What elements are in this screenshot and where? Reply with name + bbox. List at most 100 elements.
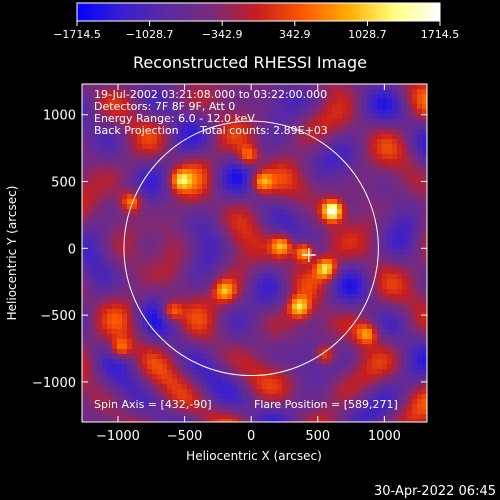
heatmap-cell (352, 284, 358, 290)
heatmap-cell (112, 419, 118, 422)
heatmap-cell (112, 234, 118, 240)
heatmap-cell (347, 244, 353, 250)
heatmap-cell (187, 144, 193, 150)
heatmap-cell (292, 364, 298, 370)
heatmap-cell (327, 244, 333, 250)
heatmap-cell (232, 89, 238, 95)
heatmap-cell (417, 154, 423, 160)
heatmap-cell (302, 389, 308, 395)
heatmap-cell (192, 369, 198, 375)
heatmap-cell (187, 94, 193, 100)
heatmap-cell (242, 394, 248, 400)
heatmap-cell (412, 404, 418, 410)
heatmap-cell (267, 149, 273, 155)
heatmap-cell (277, 389, 283, 395)
heatmap-cell (132, 154, 138, 160)
heatmap-cell (272, 354, 278, 360)
heatmap-cell (177, 119, 183, 125)
heatmap-cell (352, 234, 358, 240)
heatmap-cell (322, 314, 328, 320)
heatmap-cell (147, 209, 153, 215)
heatmap-cell (162, 244, 168, 250)
heatmap-cell (112, 289, 118, 295)
heatmap-cell (127, 164, 133, 170)
heatmap-cell (152, 159, 158, 165)
heatmap-cell (392, 154, 398, 160)
heatmap-cell (287, 129, 293, 135)
heatmap-cell (342, 234, 348, 240)
heatmap-cell (92, 174, 98, 180)
heatmap-cell (182, 174, 188, 180)
heatmap-cell (317, 294, 323, 300)
heatmap-cell (147, 319, 153, 325)
heatmap-cell (182, 239, 188, 245)
heatmap-cell (142, 284, 148, 290)
heatmap-cell (322, 374, 328, 380)
heatmap-cell (267, 344, 273, 350)
heatmap-cell (277, 384, 283, 390)
heatmap-cell (267, 164, 273, 170)
heatmap-cell (277, 309, 283, 315)
heatmap-cell (127, 214, 133, 220)
heatmap-cell (307, 419, 313, 422)
heatmap-cell (377, 314, 383, 320)
heatmap-cell (217, 324, 223, 330)
heatmap-cell (147, 414, 153, 420)
heatmap-cell (97, 159, 103, 165)
heatmap-cell (292, 419, 298, 422)
heatmap-cell (227, 379, 233, 385)
heatmap-cell (417, 214, 423, 220)
heatmap-cell (212, 199, 218, 205)
heatmap-cell (157, 259, 163, 265)
heatmap-cell (207, 324, 213, 330)
heatmap-cell (287, 314, 293, 320)
heatmap-cell (97, 359, 103, 365)
heatmap-cell (137, 159, 143, 165)
heatmap-cell (407, 394, 413, 400)
heatmap-cell (392, 169, 398, 175)
heatmap-cell (132, 174, 138, 180)
heatmap-cell (327, 204, 333, 210)
heatmap-cell (372, 179, 378, 185)
heatmap-cell (197, 269, 203, 275)
heatmap-cell (347, 189, 353, 195)
heatmap-cell (297, 409, 303, 415)
heatmap-cell (407, 314, 413, 320)
heatmap-cell (187, 384, 193, 390)
heatmap-cell (82, 244, 88, 250)
heatmap-cell (152, 319, 158, 325)
heatmap-cell (177, 404, 183, 410)
heatmap-cell (172, 164, 178, 170)
heatmap-cell (362, 399, 368, 405)
heatmap-cell (272, 94, 278, 100)
heatmap-cell (222, 139, 228, 145)
heatmap-cell (97, 379, 103, 385)
heatmap-cell (262, 234, 268, 240)
heatmap-cell (222, 339, 228, 345)
heatmap-cell (302, 334, 308, 340)
heatmap-cell (367, 389, 373, 395)
heatmap-cell (187, 249, 193, 255)
heatmap-cell (267, 249, 273, 255)
heatmap-cell (92, 219, 98, 225)
heatmap-cell (127, 374, 133, 380)
heatmap-cell (107, 324, 113, 330)
heatmap-cell (337, 374, 343, 380)
heatmap-cell (382, 339, 388, 345)
heatmap-cell (317, 224, 323, 230)
heatmap-cell (167, 274, 173, 280)
heatmap-cell (227, 94, 233, 100)
heatmap-cell (322, 274, 328, 280)
heatmap-cell (182, 289, 188, 295)
heatmap-cell (412, 179, 418, 185)
heatmap-cell (222, 144, 228, 150)
heatmap-cell (277, 229, 283, 235)
heatmap-cell (352, 359, 358, 365)
heatmap-cell (257, 204, 263, 210)
heatmap-cell (347, 314, 353, 320)
heatmap-cell (387, 414, 393, 420)
heatmap-cell (287, 319, 293, 325)
heatmap-cell (282, 359, 288, 365)
heatmap-cell (92, 289, 98, 295)
heatmap-cell (282, 384, 288, 390)
